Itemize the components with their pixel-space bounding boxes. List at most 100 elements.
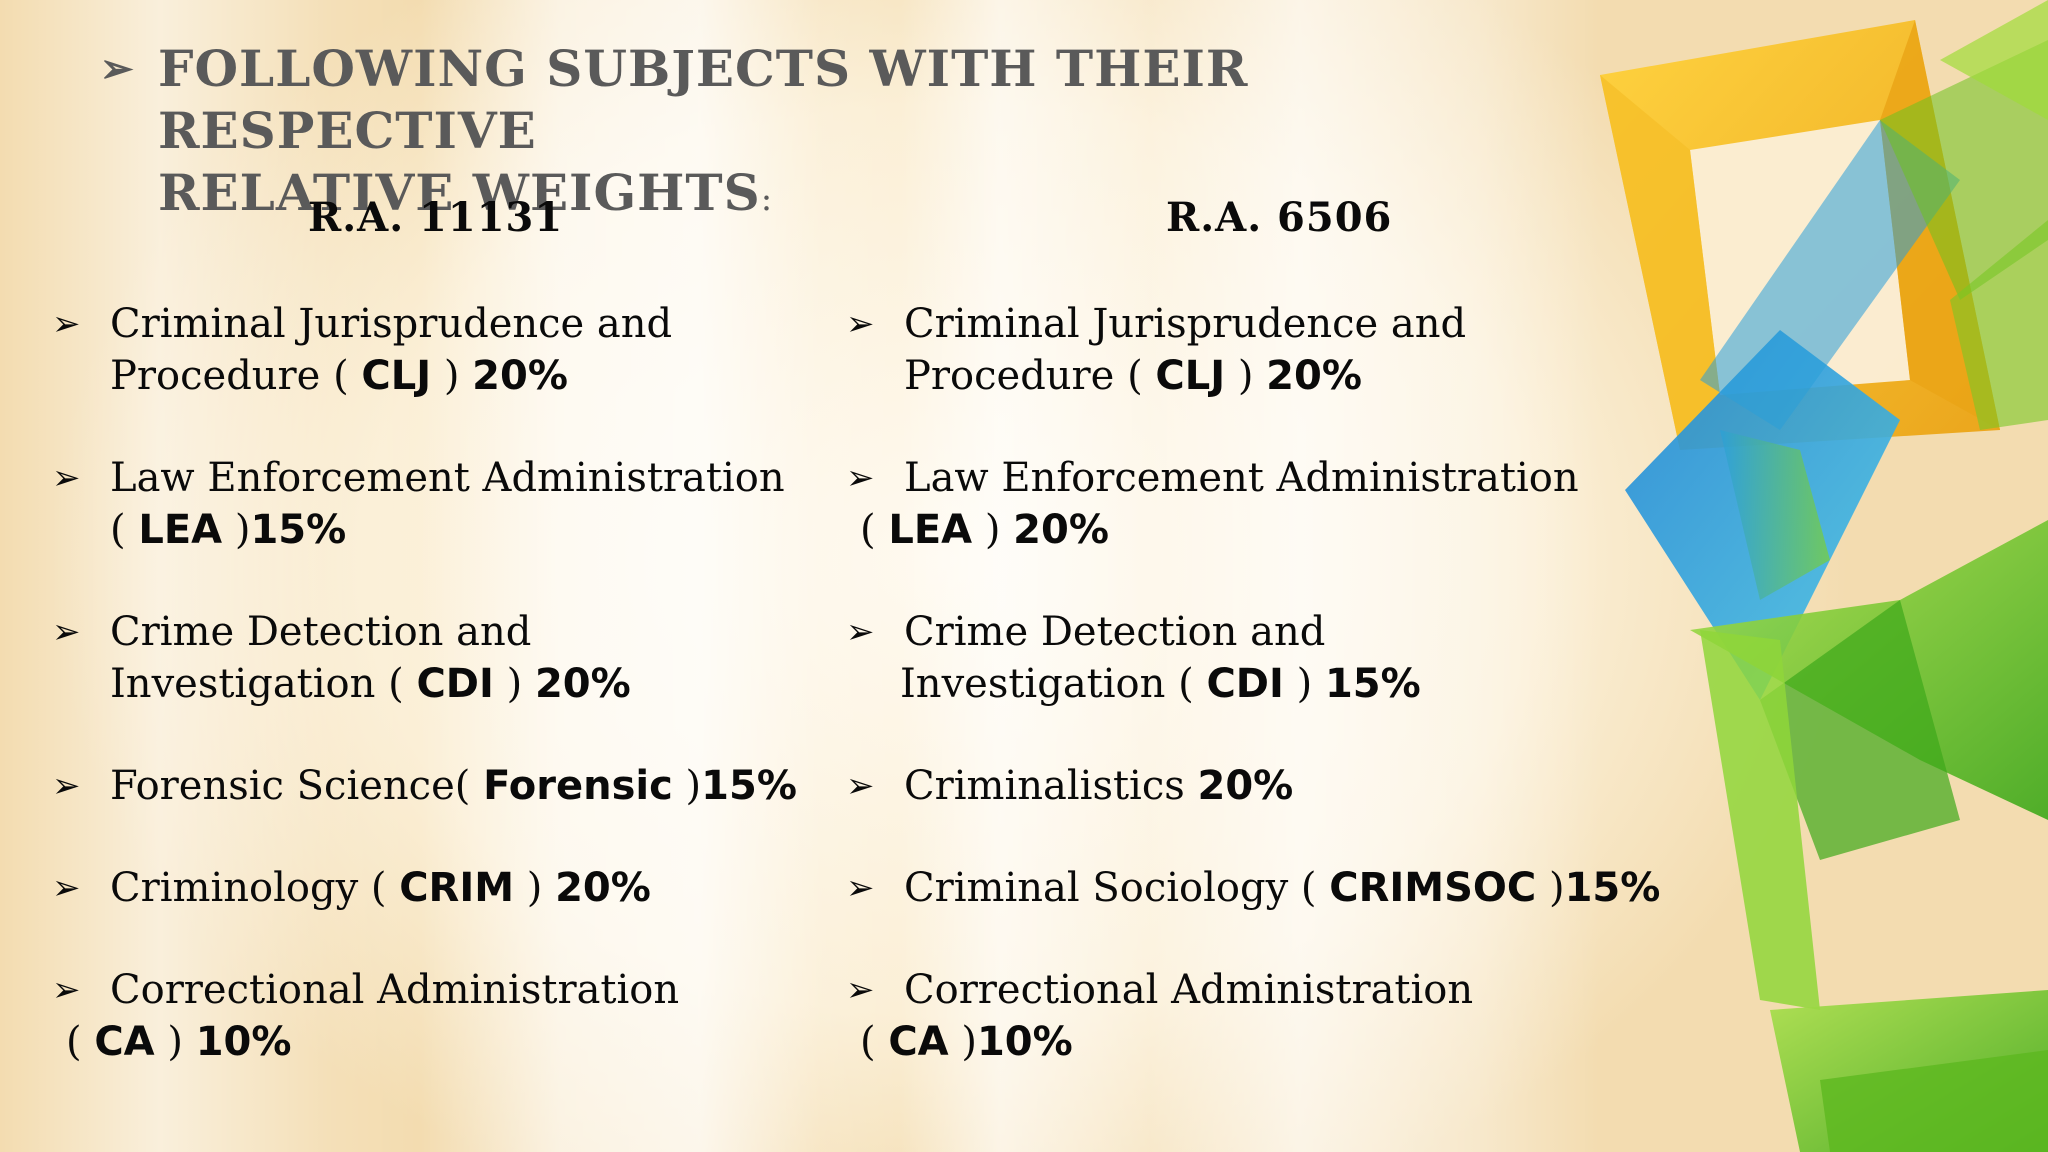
- item-text: Investigation (: [110, 661, 417, 707]
- arrow-bullet-icon: ➢: [846, 612, 875, 652]
- item-line-1: Correctional Administration: [904, 967, 1474, 1013]
- item-weight: 15%: [701, 763, 797, 809]
- item-text: ): [948, 1019, 977, 1065]
- item-text: ): [514, 865, 556, 911]
- item-abbrev: CRIM: [399, 865, 515, 911]
- item-text: ): [972, 507, 1014, 553]
- item-line-2: Procedure ( CLJ ) 20%: [904, 350, 1466, 402]
- left-item-ca: ➢ Correctional Administration ( CA ) 10%: [52, 964, 679, 1068]
- right-item-lea: ➢ Law Enforcement Administration ( LEA )…: [846, 452, 1579, 556]
- item-text: Criminal Sociology (: [904, 865, 1330, 911]
- item-text: ): [431, 353, 473, 399]
- arrow-bullet-icon: ➢: [846, 766, 875, 806]
- item-text: Procedure (: [904, 353, 1156, 399]
- item-text: ): [1536, 865, 1565, 911]
- item-line-2: ( LEA )15%: [110, 504, 785, 556]
- item-text: Criminology (: [110, 865, 400, 911]
- title-line-1: FOLLOWING SUBJECTS WITH THEIR RESPECTIVE: [158, 39, 1249, 160]
- item-line-1: Correctional Administration: [110, 967, 680, 1013]
- item-weight: 20%: [1013, 507, 1109, 553]
- left-item-forensic: ➢ Forensic Science( Forensic )15%: [52, 760, 797, 812]
- item-abbrev: CDI: [416, 661, 494, 707]
- item-weight: 20%: [1197, 763, 1294, 809]
- right-item-criminalistics: ➢ Criminalistics 20%: [846, 760, 1293, 812]
- item-weight: 20%: [472, 353, 568, 399]
- item-abbrev: CLJ: [361, 353, 432, 399]
- item-abbrev: LEA: [888, 507, 973, 553]
- item-text: (: [66, 1019, 95, 1065]
- item-weight: 20%: [534, 661, 631, 707]
- title-line-2-tail: :: [760, 179, 774, 219]
- item-weight: 20%: [1266, 353, 1362, 399]
- item-weight: 10%: [976, 1019, 1073, 1065]
- item-line-2: Investigation ( CDI ) 15%: [900, 658, 1421, 710]
- item-line-2: ( CA )10%: [860, 1016, 1473, 1068]
- item-line-1: Criminal Jurisprudence and: [904, 301, 1467, 347]
- item-line-1: Forensic Science( Forensic )15%: [110, 760, 797, 812]
- right-item-crimsoc: ➢ Criminal Sociology ( CRIMSOC )15%: [846, 862, 1660, 914]
- item-weight: 20%: [555, 865, 651, 911]
- item-text: ): [493, 661, 535, 707]
- item-text: ): [222, 507, 251, 553]
- item-abbrev: CA: [888, 1019, 949, 1065]
- left-item-clj: ➢ Criminal Jurisprudence and Procedure (…: [52, 298, 672, 402]
- item-text: ): [1283, 661, 1325, 707]
- title-line-2: RELATIVE WEIGHTS:: [158, 162, 1560, 230]
- right-item-cdi: ➢ Crime Detection and Investigation ( CD…: [846, 606, 1421, 710]
- item-line-1: Criminology ( CRIM ) 20%: [110, 862, 651, 914]
- item-line-2: Investigation ( CDI ) 20%: [110, 658, 631, 710]
- item-line-1: Criminal Jurisprudence and: [110, 301, 673, 347]
- item-abbrev: CDI: [1206, 661, 1284, 707]
- title-line-2-main: RELATIVE WEIGHTS: [158, 163, 761, 222]
- item-text: ): [672, 763, 702, 809]
- title-bullet-icon: ➢: [100, 45, 135, 92]
- arrow-bullet-icon: ➢: [52, 458, 81, 498]
- arrow-bullet-icon: ➢: [52, 766, 81, 806]
- arrow-bullet-icon: ➢: [846, 970, 875, 1010]
- arrow-bullet-icon: ➢: [52, 304, 81, 344]
- left-item-lea: ➢ Law Enforcement Administration ( LEA )…: [52, 452, 785, 556]
- item-line-2: ( LEA ) 20%: [860, 504, 1579, 556]
- arrow-bullet-icon: ➢: [52, 612, 81, 652]
- item-text: Investigation (: [900, 661, 1207, 707]
- right-column-heading: R.A. 6506: [1166, 194, 1393, 241]
- item-weight: 15%: [1564, 865, 1661, 911]
- item-text: (: [860, 1019, 889, 1065]
- arrow-bullet-icon: ➢: [52, 868, 81, 908]
- item-abbrev: CA: [94, 1019, 155, 1065]
- item-abbrev: LEA: [138, 507, 223, 553]
- item-line-2: Procedure ( CLJ ) 20%: [110, 350, 672, 402]
- item-text: (: [860, 507, 889, 553]
- item-line-1: Criminalistics 20%: [904, 760, 1293, 812]
- item-line-1: Crime Detection and: [904, 609, 1326, 655]
- item-text: Procedure (: [110, 353, 362, 399]
- left-column-heading: R.A. 11131: [308, 194, 564, 241]
- item-line-1: Law Enforcement Administration: [110, 455, 785, 501]
- slide-title: ➢ FOLLOWING SUBJECTS WITH THEIR RESPECTI…: [100, 38, 1560, 230]
- item-text: Forensic Science(: [110, 763, 484, 809]
- left-item-cdi: ➢ Crime Detection and Investigation ( CD…: [52, 606, 631, 710]
- item-weight: 15%: [1324, 661, 1421, 707]
- item-text: ): [1225, 353, 1267, 399]
- arrow-bullet-icon: ➢: [52, 970, 81, 1010]
- item-abbrev: CLJ: [1155, 353, 1226, 399]
- arrow-bullet-icon: ➢: [846, 458, 875, 498]
- item-text: (: [110, 507, 139, 553]
- item-abbrev: CRIMSOC: [1329, 865, 1537, 911]
- left-item-crim: ➢ Criminology ( CRIM ) 20%: [52, 862, 651, 914]
- item-line-2: ( CA ) 10%: [66, 1016, 679, 1068]
- item-line-1: Crime Detection and: [110, 609, 532, 655]
- right-item-clj: ➢ Criminal Jurisprudence and Procedure (…: [846, 298, 1466, 402]
- item-text: Criminalistics: [904, 763, 1198, 809]
- item-weight: 10%: [195, 1019, 292, 1065]
- item-line-1: Criminal Sociology ( CRIMSOC )15%: [904, 862, 1660, 914]
- right-item-ca: ➢ Correctional Administration ( CA )10%: [846, 964, 1473, 1068]
- item-line-1: Law Enforcement Administration: [904, 455, 1579, 501]
- item-abbrev: Forensic: [483, 763, 673, 809]
- arrow-bullet-icon: ➢: [846, 868, 875, 908]
- arrow-bullet-icon: ➢: [846, 304, 875, 344]
- item-text: ): [154, 1019, 196, 1065]
- item-weight: 15%: [250, 507, 347, 553]
